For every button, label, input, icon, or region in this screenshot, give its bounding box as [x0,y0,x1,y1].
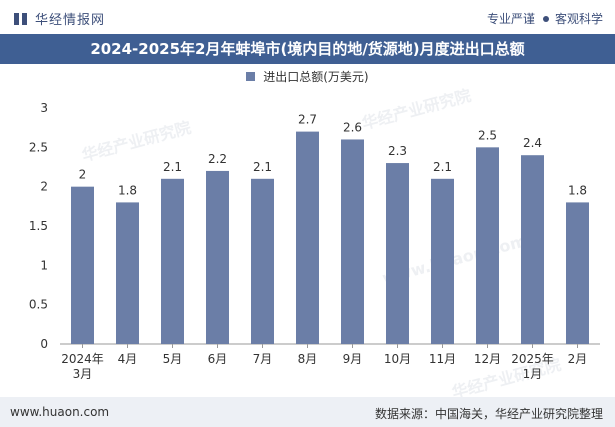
x-tick-label: 4月 [118,352,138,366]
bar [251,178,274,344]
data-label: 2.4 [523,136,542,150]
legend-swatch [246,72,256,81]
slogan-right: 客观科学 [554,12,603,26]
data-label: 2.6 [343,120,362,134]
x-tick-label: 1月 [523,367,543,381]
brand-name: 华经情报网 [35,13,106,28]
legend-label: 进出口总额(万美元) [263,70,369,84]
x-tick-label: 11月 [429,352,456,366]
brand: 华经情报网 [14,9,105,28]
legend: 进出口总额(万美元) [0,68,615,85]
y-tick-label: 1 [40,258,48,272]
x-tick-label: 2025年 [511,352,554,366]
x-tick-label: 12月 [474,352,501,366]
x-tick-label: 3月 [73,367,93,381]
footer-source: 数据来源：中国海关，华经产业研究院整理 [374,407,603,421]
data-label: 2.5 [478,128,497,142]
bar [71,186,94,344]
y-tick-label: 2 [40,180,48,194]
brand-logo-icon [14,12,27,25]
bar [116,202,139,344]
slogan-left: 专业严谨 [486,12,535,26]
x-tick-label: 8月 [298,352,318,366]
footer: www.huaon.com 数据来源：中国海关，华经产业研究院整理 [0,397,615,427]
x-tick-label: 7月 [253,352,273,366]
bar [566,202,589,344]
data-label: 2.3 [388,144,407,158]
chart-title: 2024-2025年2月年蚌埠市(境内目的地/货源地)月度进出口总额 [0,34,615,64]
y-tick-label: 0.5 [29,298,48,312]
y-tick-label: 0 [40,337,48,351]
bar [296,131,319,344]
data-label: 1.8 [118,183,137,197]
bar [386,163,409,344]
top-bar: 华经情报网 专业严谨 客观科学 [0,0,615,34]
x-tick-label: 2024年 [61,352,104,366]
data-label: 2.1 [433,160,452,174]
x-tick-label: 9月 [343,352,363,366]
slogan-separator-dot [542,15,549,22]
x-tick-label: 5月 [163,352,183,366]
bar [521,155,544,344]
data-label: 2.1 [253,160,272,174]
data-label: 2.1 [163,160,182,174]
bar [341,139,364,344]
y-tick-label: 2.5 [29,140,48,154]
x-tick-label: 10月 [384,352,411,366]
x-tick-label: 6月 [208,352,228,366]
data-label: 2.2 [208,152,227,166]
y-tick-label: 3 [40,101,48,115]
y-tick-label: 1.5 [29,219,48,233]
bar [431,178,454,344]
bar [206,170,229,344]
data-label: 2.7 [298,113,317,127]
footer-website: www.huaon.com [10,405,110,419]
bar [161,178,184,344]
x-tick-label: 2月 [568,352,588,366]
data-label: 2 [79,168,87,182]
slogan: 专业严谨 客观科学 [487,10,603,27]
data-label: 1.8 [568,183,587,197]
bar [476,147,499,344]
